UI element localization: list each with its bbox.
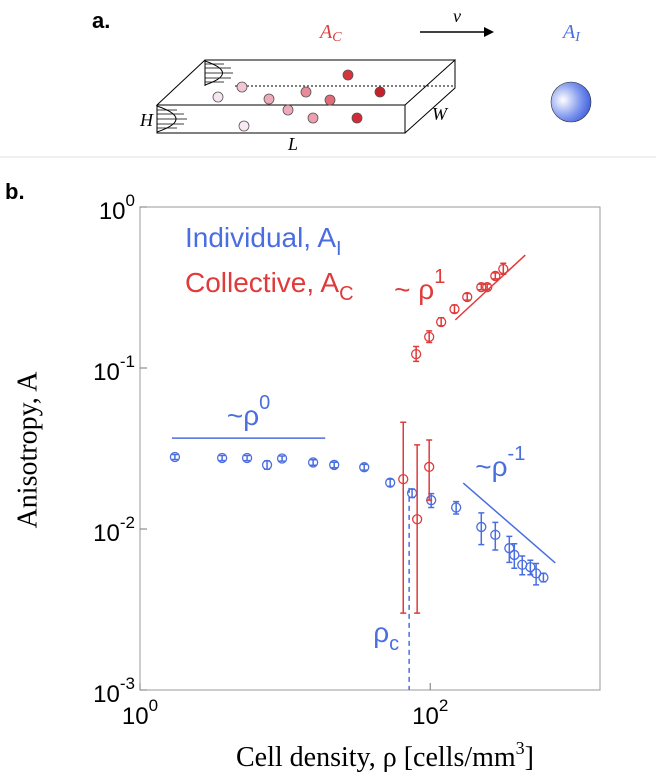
error-bar [426,439,433,501]
marker [525,561,536,573]
marker [490,270,501,282]
plot-frame [139,206,601,691]
error-bar [387,478,394,488]
marker [241,452,253,464]
error-bar [519,555,526,576]
reference-label: ~ ρ1 [394,266,445,305]
y-tick-label: 100 [99,191,135,225]
marker [359,462,370,473]
y-axis-label: Anisotropy, A [12,371,43,529]
reference-line [462,482,556,564]
reference-label: ~ρ0 [227,392,270,431]
marker [538,572,549,583]
critical-label: ρc [373,617,399,655]
marker [169,451,181,463]
sphere [550,81,592,123]
collective-label: AC [318,21,342,46]
marker [490,529,501,540]
reference-line [454,254,526,321]
marker [410,348,422,360]
error-bar [451,304,458,314]
y-tick-label: 10-3 [93,674,135,708]
error-bar [438,317,445,327]
velocity-label: v [453,6,461,26]
x-axis-label: Cell density, ρ [cells/mm3] [236,738,534,773]
error-bar [533,562,540,586]
marker [307,457,319,468]
error-bar [361,463,368,471]
marker [436,316,447,328]
marker [424,461,435,473]
x-tick-label: 102 [412,696,448,730]
x-tick-label: 100 [122,696,158,730]
individual-label: AI [561,21,581,46]
marker [261,459,273,471]
height-label: H [139,110,154,130]
marker [398,473,409,485]
error-bar [492,521,499,551]
y-tick-label: 10-2 [93,513,135,547]
panel-label: b. [5,179,25,204]
y-tick-label: 10-1 [93,352,135,386]
error-bar [414,444,421,614]
reference-label: ~ρ-1 [475,443,525,482]
error-bar [464,292,471,301]
arrowhead [484,27,494,37]
channel [155,59,457,134]
error-bar [409,488,416,499]
error-bar [400,421,407,614]
marker [424,331,435,343]
marker [216,452,228,464]
marker [276,453,288,464]
error-bar [478,512,485,546]
panel-a: a. AC v AI H W L [92,6,592,154]
marker [451,502,462,513]
marker [412,514,423,525]
cells [212,69,386,132]
error-bar [310,459,317,466]
marker [462,291,473,303]
legend-entry: Individual, AI [185,222,342,260]
marker [498,263,509,275]
error-bar [244,454,251,462]
length-label: L [287,134,298,154]
error-bar [264,460,271,471]
error-bar [279,455,286,462]
marker [482,281,493,293]
width-label: W [432,104,449,124]
error-bar [511,542,518,570]
error-bar [171,453,178,461]
error-bar [219,454,226,462]
marker [449,304,460,315]
panel-label: a. [92,8,110,33]
marker [509,549,520,561]
error-bar [492,272,499,280]
marker [385,477,396,488]
error-bar [484,283,491,291]
legend-entry: Collective, AC [185,267,354,305]
error-bar [331,461,338,469]
error-bar [540,572,547,583]
error-bar [506,535,513,564]
marker [329,459,340,471]
marker [476,521,487,533]
marker [476,281,487,293]
